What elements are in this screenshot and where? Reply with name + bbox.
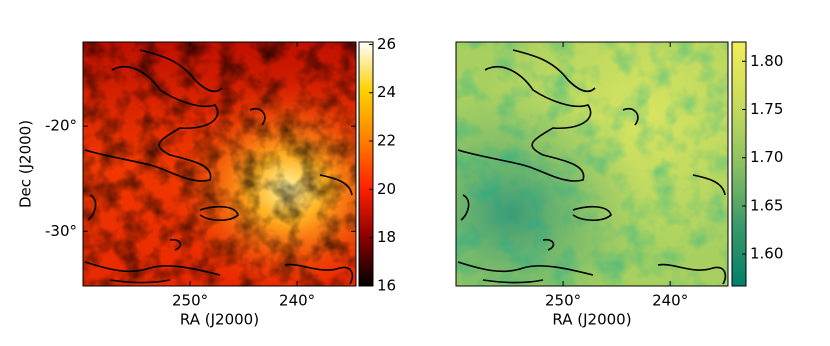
colorbar-tick-label: 26 xyxy=(377,35,396,53)
colorbar-tick-label: 1.70 xyxy=(750,148,783,166)
colorbar-tick-label: 24 xyxy=(377,83,396,101)
plot-frame xyxy=(455,41,729,287)
x-axis-label: RA (J2000) xyxy=(180,311,259,329)
map-left xyxy=(83,42,356,286)
map-right xyxy=(456,42,728,286)
colorbar xyxy=(358,41,374,287)
colorbar-tick-label: 1.75 xyxy=(750,100,783,118)
plot-frame xyxy=(82,41,357,287)
contours xyxy=(84,49,727,285)
x-axis-label: RA (J2000) xyxy=(552,311,631,329)
x-tick-label: 250° xyxy=(172,292,208,310)
x-tick-label: 240° xyxy=(279,292,315,310)
colorbar-tick-label: 16 xyxy=(377,277,396,295)
colorbar-tick-label: 18 xyxy=(377,228,396,246)
colorbar-tick-label: 22 xyxy=(377,132,396,150)
colorbar-tick-label: 20 xyxy=(377,180,396,198)
y-tick-label: -30° xyxy=(45,222,77,240)
map-images xyxy=(83,42,728,286)
y-tick-label: -20° xyxy=(45,117,77,135)
x-tick-label: 240° xyxy=(652,292,688,310)
colorbar-tick-label: 1.80 xyxy=(750,52,783,70)
y-axis-label: Dec (J2000) xyxy=(17,120,35,208)
x-tick-label: 250° xyxy=(545,292,581,310)
colorbar-tick-label: 1.65 xyxy=(750,196,783,214)
colorbar xyxy=(731,41,747,287)
colorbar-tick-label: 1.60 xyxy=(750,245,783,263)
